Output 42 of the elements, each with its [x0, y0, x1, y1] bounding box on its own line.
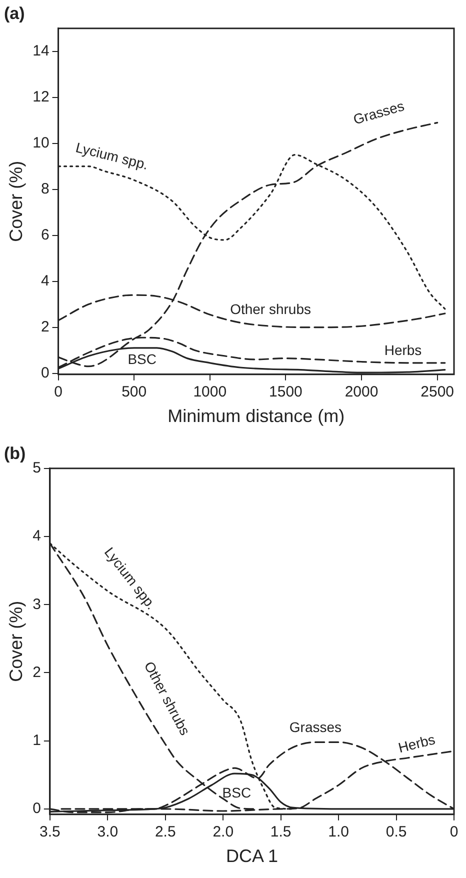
y-tick-label: 1 — [32, 732, 41, 749]
text: Herbs — [396, 731, 437, 756]
y-tick-label: 0 — [40, 364, 50, 382]
x-tick-label: 2500 — [420, 384, 454, 401]
series-label: BSC — [128, 350, 156, 367]
x-tick-label: 0 — [450, 824, 458, 841]
x-tick-label: 0 — [54, 384, 62, 401]
series-label: BSC — [222, 784, 252, 800]
text: Grasses — [351, 98, 406, 128]
y-tick-label: 5 — [32, 460, 41, 477]
chart-title: (a) — [4, 4, 25, 23]
y-tick-label: 10 — [32, 134, 50, 152]
x-tick-label: 1.5 — [270, 824, 292, 841]
text: Lycium spp. — [74, 139, 150, 173]
chart-title: (b) — [4, 444, 26, 463]
y-tick-label: 3 — [32, 596, 41, 613]
y-tick-label: 4 — [40, 272, 50, 290]
series-label: Grasses — [289, 719, 342, 736]
y-axis-title: Cover (%) — [6, 600, 26, 682]
series-label: Herbs — [384, 342, 422, 358]
x-tick-label: 2.0 — [212, 824, 234, 841]
y-tick-label: 4 — [32, 528, 41, 545]
x-tick-label: 500 — [122, 384, 147, 401]
y-tick-label: 6 — [40, 226, 50, 244]
y-tick-label: 2 — [40, 318, 50, 336]
y-tick-label: 2 — [32, 664, 41, 681]
x-tick-label: 2.5 — [154, 824, 176, 841]
series-label: Other shrubs — [230, 300, 312, 317]
y-tick-label: 14 — [32, 42, 50, 60]
x-tick-label: 3.5 — [40, 824, 60, 841]
x-tick-label: 3.0 — [97, 824, 118, 841]
y-axis-title: Cover (%) — [6, 160, 26, 242]
x-tick-label: 0.5 — [386, 824, 407, 841]
x-axis-title: DCA 1 — [226, 846, 278, 866]
x-tick-label: 1.0 — [328, 824, 349, 841]
x-tick-label: 2000 — [344, 384, 378, 401]
y-tick-label: 8 — [40, 180, 50, 198]
x-axis-title: Minimum distance (m) — [168, 406, 345, 426]
x-tick-label: 1000 — [193, 384, 227, 401]
y-tick-label: 12 — [32, 88, 50, 106]
x-tick-label: 1500 — [269, 384, 302, 401]
y-tick-label: 0 — [32, 800, 41, 818]
